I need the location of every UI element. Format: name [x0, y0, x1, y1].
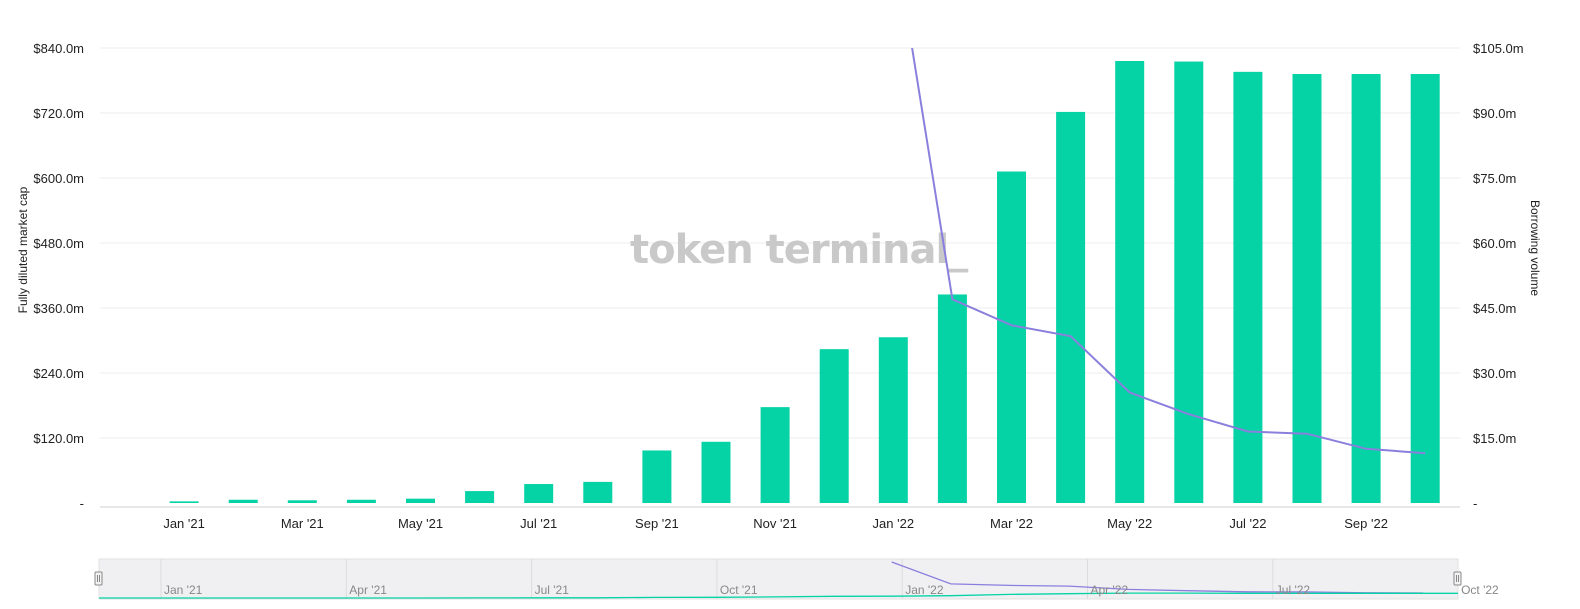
x-tick-label: Jul '22 — [1229, 516, 1266, 531]
navigator-line-preview — [891, 561, 1424, 594]
bar[interactable] — [819, 349, 849, 503]
range-navigator[interactable]: Jan '21 Apr '21 Jul '21 Oct '21 Jan '22 Apr '… — [94, 558, 1499, 600]
navigator-tick-label: Jul '22 — [1276, 583, 1311, 597]
y-tick-label-left: - — [80, 496, 84, 511]
y-tick-label-right: $105.0m — [1473, 41, 1524, 56]
y-tick-label-right: $15.0m — [1473, 431, 1516, 446]
bar[interactable] — [937, 294, 967, 503]
bar[interactable] — [997, 171, 1026, 504]
navigator-handle-left[interactable] — [94, 571, 103, 586]
navigator-handle-right[interactable] — [1453, 571, 1462, 586]
navigator-tick-label: Apr '22 — [1091, 583, 1129, 597]
x-tick-label: Mar '21 — [281, 516, 324, 531]
y-tick-label-right: $45.0m — [1473, 301, 1516, 316]
watermark: token terminal_ — [630, 227, 968, 273]
grid-lines — [100, 47, 1460, 439]
bar[interactable] — [287, 500, 317, 503]
bar[interactable] — [701, 441, 731, 503]
y-tick-label-right: $90.0m — [1473, 106, 1516, 121]
x-tick-label: May '21 — [398, 516, 443, 531]
bar[interactable] — [583, 481, 613, 503]
y-tick-label-left: $840.0m — [33, 41, 84, 56]
y-tick-label-left: $120.0m — [33, 431, 84, 446]
bar[interactable] — [346, 499, 376, 503]
navigator-tick-label: Apr '21 — [349, 583, 387, 597]
y-tick-label-right: $75.0m — [1473, 171, 1516, 186]
bar[interactable] — [1351, 74, 1381, 503]
y-tick-label-left: $600.0m — [33, 171, 84, 186]
bar-series — [169, 61, 1440, 504]
bar[interactable] — [465, 491, 495, 503]
y-tick-label-left: $720.0m — [33, 106, 84, 121]
navigator-tick-label: Jul '21 — [535, 583, 570, 597]
bar[interactable] — [1174, 61, 1204, 504]
bar[interactable] — [1115, 61, 1145, 503]
bar[interactable] — [169, 501, 199, 503]
x-tick-label: Nov '21 — [753, 516, 797, 531]
y-tick-label-right: $60.0m — [1473, 236, 1516, 251]
bar[interactable] — [1292, 74, 1322, 503]
right-y-axis: - $15.0m $30.0m $45.0m $60.0m $75.0m $90.0m $10… — [1473, 41, 1524, 511]
left-y-axis: - $120.0m $240.0m $360.0m $480.0m $600.0m $720… — [33, 41, 84, 511]
x-tick-label: May '22 — [1107, 516, 1152, 531]
bar[interactable] — [642, 450, 672, 503]
x-tick-label: Jul '21 — [520, 516, 557, 531]
y-axis-title-right: Borrowing volume — [1528, 200, 1542, 296]
navigator-axis: Jan '21 Apr '21 Jul '21 Oct '21 Jan '22 Apr '… — [164, 583, 1499, 597]
y-tick-label-right: - — [1473, 496, 1477, 511]
y-tick-label-left: $240.0m — [33, 366, 84, 381]
y-tick-label-right: $30.0m — [1473, 366, 1516, 381]
x-tick-label: Jan '22 — [873, 516, 915, 531]
borrowing-volume-line — [911, 47, 1426, 455]
x-tick-label: Jan '21 — [163, 516, 205, 531]
bar[interactable] — [1233, 71, 1263, 503]
x-tick-label: Mar '22 — [990, 516, 1033, 531]
navigator-tick-label: Oct '21 — [720, 583, 758, 597]
bar[interactable] — [760, 407, 790, 503]
navigator-tick-label: Oct '22 — [1461, 583, 1499, 597]
navigator-tick-label: Jan '21 — [164, 583, 203, 597]
x-tick-label: Sep '21 — [635, 516, 679, 531]
x-tick-label: Sep '22 — [1344, 516, 1388, 531]
bar[interactable] — [1410, 74, 1440, 503]
bar[interactable] — [228, 499, 258, 503]
bar[interactable] — [1056, 111, 1086, 504]
bar[interactable] — [524, 484, 554, 503]
bar[interactable] — [878, 337, 908, 503]
x-axis: Jan '21 Mar '21 May '21 Jul '21 Sep '21 Nov '… — [163, 516, 1388, 531]
y-tick-label-left: $360.0m — [33, 301, 84, 316]
navigator-bar-preview — [99, 592, 1458, 599]
y-tick-label-left: $480.0m — [33, 236, 84, 251]
navigator-tick-label: Jan '22 — [905, 583, 944, 597]
y-axis-title-left: Fully diluted market cap — [16, 186, 30, 313]
bar[interactable] — [406, 498, 435, 503]
